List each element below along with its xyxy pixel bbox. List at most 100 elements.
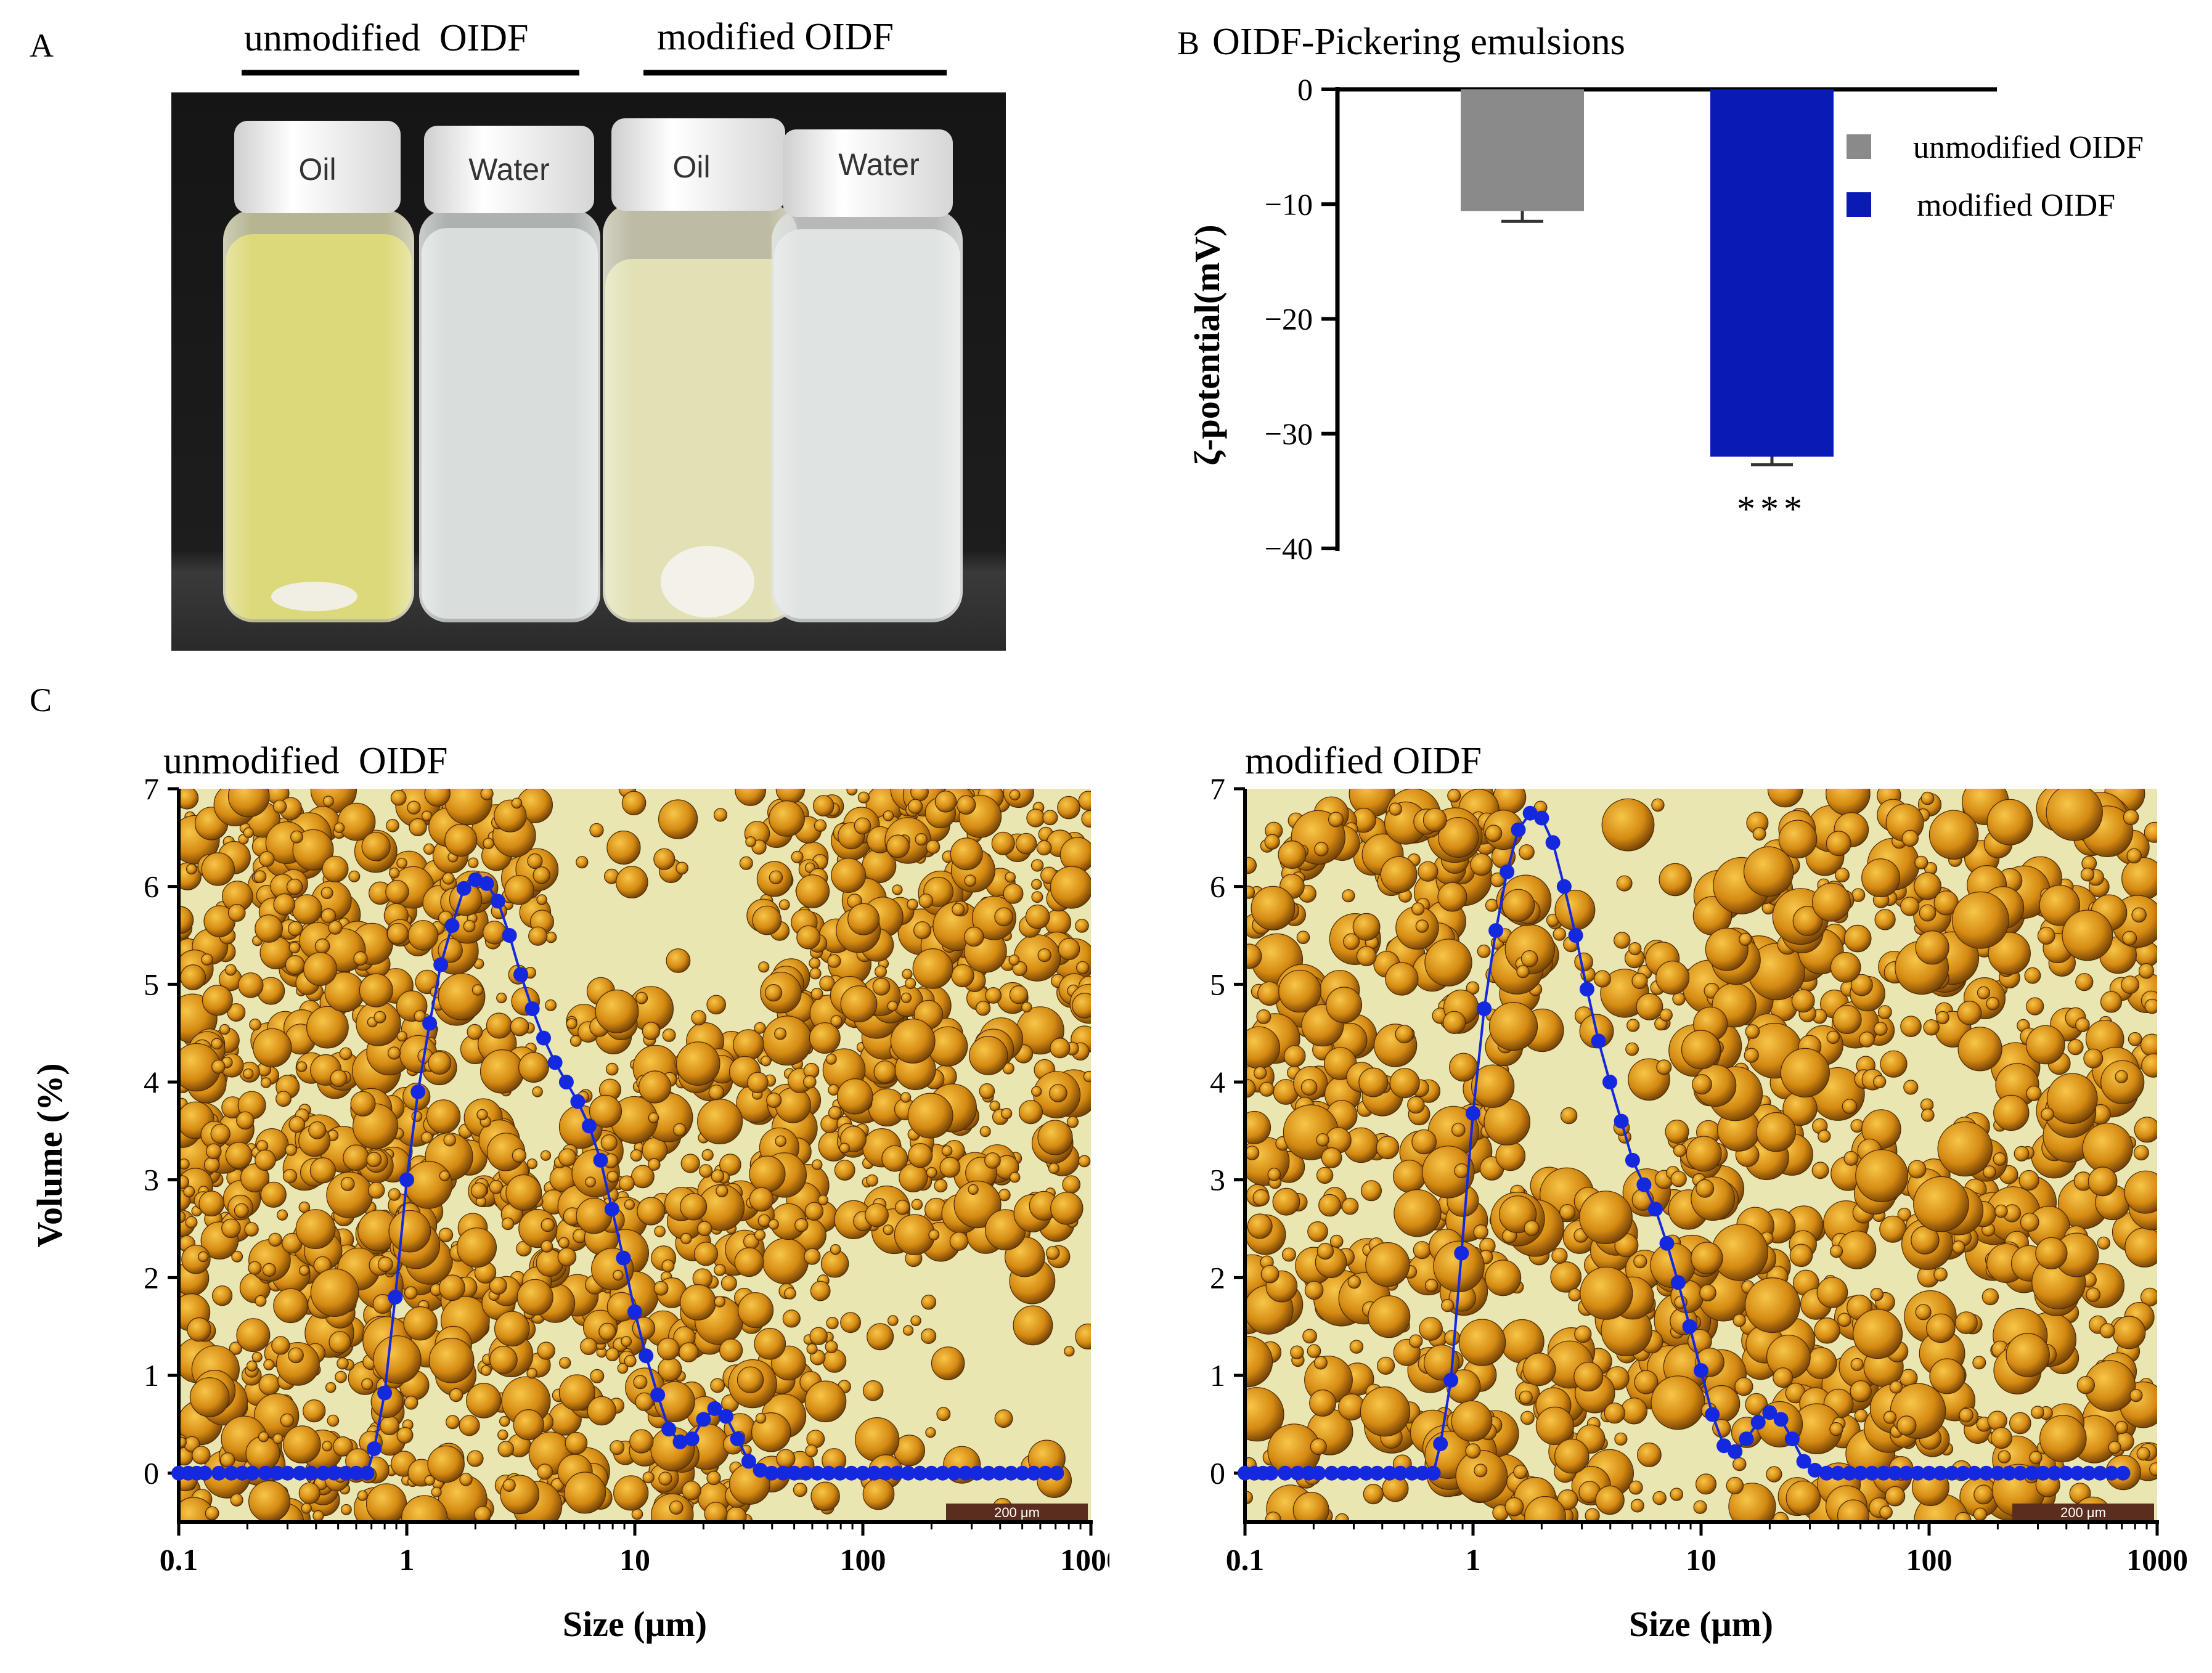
emulsion-droplet: [804, 1202, 824, 1221]
emulsion-droplet: [1651, 798, 1665, 812]
emulsion-droplet: [1443, 1011, 1466, 1034]
emulsion-droplet: [886, 834, 910, 858]
emulsion-droplet: [1604, 1402, 1625, 1424]
emulsion-droplet: [497, 1441, 515, 1457]
x-tick-label: 1: [399, 1542, 415, 1577]
emulsion-droplet: [907, 799, 923, 814]
data-point: [810, 1465, 825, 1481]
emulsion-droplet: [890, 1019, 936, 1064]
x-tick-label: 0.1: [1226, 1542, 1265, 1577]
emulsion-droplet: [1254, 1066, 1267, 1080]
emulsion-droplet: [471, 984, 484, 996]
emulsion-droplet: [227, 1003, 246, 1022]
emulsion-droplet: [322, 796, 334, 807]
emulsion-droplet: [424, 789, 451, 807]
emulsion-droplet: [764, 984, 783, 1002]
y-tick-label: 2: [144, 1260, 159, 1295]
emulsion-droplet: [1520, 950, 1538, 967]
emulsion-droplet: [468, 857, 479, 868]
emulsion-droplet: [1418, 861, 1439, 882]
emulsion-droplet: [288, 942, 301, 954]
data-point: [1263, 1465, 1279, 1481]
data-point: [1454, 1245, 1469, 1261]
emulsion-droplet: [791, 850, 804, 863]
emulsion-droplet: [1585, 1508, 1600, 1522]
emulsion-droplet: [1380, 856, 1418, 893]
emulsion-droplet: [483, 921, 507, 945]
data-point: [211, 1465, 227, 1481]
vial-3: Oil: [603, 118, 798, 622]
emulsion-droplet: [2138, 963, 2155, 979]
emulsion-droplet: [225, 1142, 253, 1169]
emulsion-droplet: [333, 822, 345, 833]
emulsion-droplet: [227, 904, 246, 922]
x-tick-label: 1000: [1060, 1542, 1109, 1577]
data-point: [718, 1409, 733, 1424]
emulsion-droplet: [1734, 1377, 1753, 1396]
data-point: [730, 1431, 745, 1447]
emulsion-droplet: [1993, 1094, 2030, 1131]
emulsion-droplet: [892, 884, 903, 895]
emulsion-droplet: [1957, 1000, 1982, 1025]
emulsion-droplet: [263, 1359, 275, 1370]
data-point: [1038, 1465, 1053, 1481]
emulsion-droplet: [1659, 1008, 1673, 1022]
panel-b-label: B: [1177, 25, 1199, 62]
data-point: [672, 1434, 688, 1449]
emulsion-droplet: [613, 1269, 624, 1281]
emulsion-droplet: [809, 957, 821, 969]
emulsion-droplet: [693, 1242, 719, 1266]
emulsion-droplet: [1438, 817, 1479, 858]
emulsion-droplet: [840, 985, 878, 1023]
emulsion-droplet: [1363, 1483, 1384, 1505]
data-point: [1887, 1465, 1903, 1481]
emulsion-droplet: [1307, 1221, 1328, 1242]
emulsion-droplet: [1993, 1152, 2007, 1166]
emulsion-droplet: [735, 789, 766, 806]
emulsion-droplet: [1673, 1144, 1687, 1157]
emulsion-droplet: [558, 1374, 595, 1411]
emulsion-droplet: [499, 1415, 510, 1427]
emulsion-droplet: [463, 920, 476, 932]
x-axis-label: Size (μm): [1629, 1604, 1773, 1644]
emulsion-droplet: [1767, 789, 1803, 808]
emulsion-droplet: [192, 1446, 211, 1465]
emulsion-droplet: [1477, 944, 1491, 958]
emulsion-droplet: [1042, 810, 1058, 826]
panel-c-modified-chart: 200 μm modified OIDF 0 1 2 3 4 5 6 7 0.1 1 10 100 1000…: [1210, 740, 2188, 1644]
emulsion-droplet: [260, 1077, 272, 1088]
emulsion-droplet: [1083, 1070, 1091, 1083]
emulsion-droplet: [1465, 1443, 1481, 1459]
emulsion-droplet: [180, 964, 206, 990]
y-tick-label: 1: [144, 1358, 159, 1393]
cap-label: Water: [468, 152, 550, 187]
emulsion-droplet: [749, 1155, 786, 1192]
emulsion-droplet: [1075, 961, 1090, 974]
emulsion-droplet: [288, 921, 303, 937]
emulsion-droplet: [1318, 1194, 1341, 1217]
emulsion-droplet: [260, 1181, 287, 1208]
emulsion-droplet: [1915, 930, 1949, 965]
emulsion-droplet: [1870, 1287, 1884, 1301]
y-tick-label: 2: [1210, 1260, 1225, 1295]
emulsion-droplet: [292, 829, 334, 871]
data-point: [490, 893, 505, 909]
emulsion-droplet: [2122, 930, 2137, 946]
emulsion-droplet: [2075, 973, 2094, 991]
emulsion-droplet: [680, 1232, 692, 1245]
emulsion-droplet: [361, 1378, 373, 1390]
emulsion-droplet: [2136, 1447, 2150, 1461]
emulsion-droplet: [253, 1028, 292, 1068]
emulsion-droplet: [794, 1218, 809, 1232]
emulsion-droplet: [1030, 859, 1044, 872]
emulsion-droplet: [403, 1306, 438, 1341]
emulsion-droplet: [2149, 1462, 2157, 1476]
emulsion-droplet: [1316, 1242, 1334, 1260]
emulsion-droplet: [658, 1472, 672, 1486]
data-point: [1796, 1454, 1811, 1469]
data-point: [821, 1465, 836, 1481]
emulsion-droplet: [353, 951, 368, 966]
emulsion-droplet: [1814, 1317, 1840, 1344]
emulsion-droplet: [1830, 951, 1861, 983]
emulsion-droplet: [211, 1038, 223, 1050]
